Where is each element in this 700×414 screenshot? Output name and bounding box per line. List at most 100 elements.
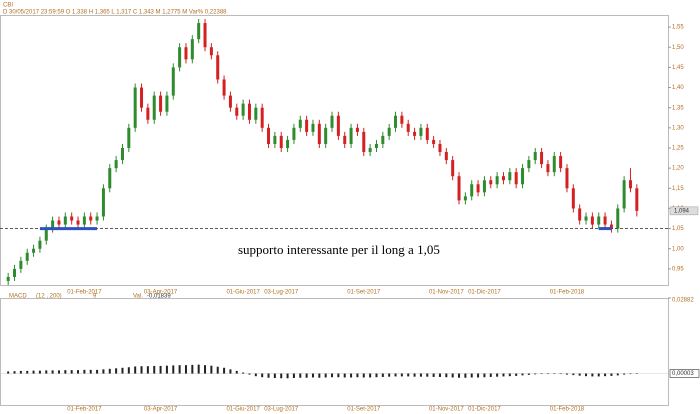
macd-bar xyxy=(413,373,416,377)
candle-body xyxy=(324,127,328,144)
candle-body xyxy=(38,240,42,249)
macd-bar xyxy=(172,365,175,374)
macd-bar xyxy=(210,365,213,374)
macd-bar xyxy=(121,367,124,374)
candle-body xyxy=(470,184,474,197)
y-tick-label: 1,45 xyxy=(672,65,684,71)
x-tick-label: 01-Set-2017 xyxy=(347,290,381,296)
macd-bar xyxy=(280,373,283,379)
candle-body xyxy=(305,119,309,132)
candle-body xyxy=(279,135,283,148)
candle-body xyxy=(635,188,639,211)
candle-body xyxy=(311,123,315,132)
macd-bar xyxy=(635,373,638,374)
candle-body xyxy=(438,143,442,153)
candle-body xyxy=(432,139,436,144)
candle-body xyxy=(108,168,112,189)
candle-body xyxy=(628,180,632,189)
macd-bar xyxy=(115,368,118,374)
macd-bar xyxy=(32,370,35,374)
candle-body xyxy=(63,216,67,225)
macd-val: -0,01839 xyxy=(147,294,171,300)
macd-bar xyxy=(426,373,429,377)
macd-bar xyxy=(229,369,232,374)
macd-bar xyxy=(483,373,486,378)
last-price-label: 1,094 xyxy=(674,208,690,214)
candle-body xyxy=(133,87,137,128)
macd-bar xyxy=(591,373,594,377)
candle-body xyxy=(235,107,239,116)
candle-body xyxy=(400,115,404,124)
candle-body xyxy=(457,176,461,201)
candle-body xyxy=(89,216,93,221)
candle-body xyxy=(419,127,423,136)
macd-bar xyxy=(381,373,384,377)
y-tick-label: 0,95 xyxy=(672,266,684,272)
candle-body xyxy=(374,143,378,148)
candle-body xyxy=(76,220,80,225)
y-tick-label: 1,35 xyxy=(672,105,684,111)
macd-x-tick-label: 01-Set-2017 xyxy=(347,407,381,413)
candle-body xyxy=(82,216,86,225)
macd-bar xyxy=(496,373,499,377)
candle-body xyxy=(140,87,144,108)
macd-bar xyxy=(286,373,289,379)
candle-body xyxy=(362,131,366,153)
macd-bar xyxy=(451,373,454,378)
x-tick-label: 01-Feb-2017 xyxy=(67,290,102,296)
x-tick-label: 01-Feb-2018 xyxy=(550,290,585,296)
candle-body xyxy=(463,196,467,201)
candle-body xyxy=(298,119,302,128)
candle-body xyxy=(559,156,563,169)
macd-bar xyxy=(248,373,251,375)
macd-bar xyxy=(26,370,29,374)
candle-body xyxy=(590,216,594,225)
x-tick-label: 01-Dic-2017 xyxy=(468,290,501,296)
macd-bar xyxy=(108,368,111,374)
candle-body xyxy=(101,188,105,217)
candle-body xyxy=(19,260,23,269)
candle-body xyxy=(597,216,601,225)
macd-bar xyxy=(515,373,518,376)
macd-x-tick-label: 03-Lug-2017 xyxy=(264,407,299,413)
macd-bar xyxy=(400,373,403,377)
candle-body xyxy=(394,115,398,128)
candle-body xyxy=(184,47,188,60)
macd-bar xyxy=(273,373,276,379)
macd-bar xyxy=(83,369,86,374)
macd-x-tick-label: 01-Nov-2017 xyxy=(429,407,464,413)
macd-bar xyxy=(350,373,353,378)
candle-body xyxy=(489,180,493,185)
candle-body xyxy=(127,127,131,148)
macd-title: MACD xyxy=(9,294,27,300)
macd-bar xyxy=(604,373,607,377)
macd-bar xyxy=(216,366,219,374)
macd-bar xyxy=(261,373,264,378)
macd-bar xyxy=(267,373,270,378)
y-tick-label: 1,40 xyxy=(672,85,684,91)
macd-bar xyxy=(527,373,530,375)
macd-bar xyxy=(64,370,67,374)
macd-bar xyxy=(578,373,581,376)
macd-bar xyxy=(521,373,524,376)
macd-bar xyxy=(140,366,143,374)
macd-bar xyxy=(375,373,378,378)
macd-bar xyxy=(534,373,537,375)
macd-x-tick-label: 01-Dic-2017 xyxy=(468,407,501,413)
candle-body xyxy=(260,107,264,128)
candle-body xyxy=(571,188,575,209)
candle-body xyxy=(514,172,518,185)
candle-body xyxy=(159,95,163,112)
candle-body xyxy=(495,176,499,185)
macd-bar xyxy=(540,373,543,375)
macd-bar xyxy=(57,370,60,374)
x-tick-label: 01-Giu-2017 xyxy=(226,290,260,296)
macd-bar xyxy=(159,365,162,374)
macd-bar xyxy=(388,373,391,377)
macd-bar xyxy=(7,371,10,374)
macd-bar xyxy=(235,370,238,374)
macd-bar xyxy=(311,373,314,378)
macd-bar xyxy=(153,365,156,374)
macd-bar xyxy=(362,373,365,378)
candle-body xyxy=(6,276,10,281)
